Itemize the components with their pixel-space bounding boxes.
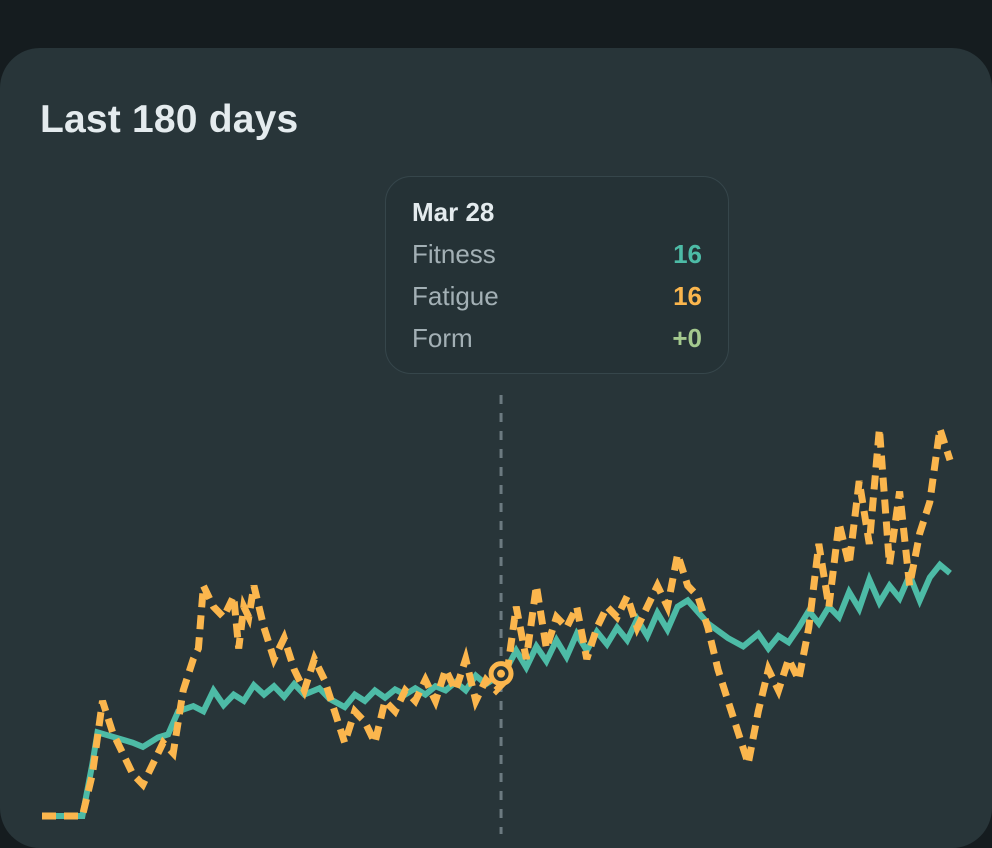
highlight-point-center <box>497 669 506 678</box>
tooltip-value-fitness: 16 <box>673 239 702 269</box>
tooltip-row-form: Form +0 <box>412 323 702 357</box>
chart-title: Last 180 days <box>40 98 299 141</box>
tooltip-row-fatigue: Fatigue 16 <box>412 281 702 315</box>
tooltip-value-fatigue: 16 <box>673 281 702 311</box>
tooltip-row-fitness: Fitness 16 <box>412 239 702 273</box>
fitness-series-line <box>42 560 952 819</box>
tooltip-value-form: +0 <box>672 323 702 353</box>
tooltip-label-fitness: Fitness <box>412 239 496 269</box>
tooltip-label-form: Form <box>412 323 473 353</box>
tooltip-label-fatigue: Fatigue <box>412 281 499 311</box>
fatigue-series-line <box>42 427 954 820</box>
tooltip-date: Mar 28 <box>412 197 495 227</box>
hover-tooltip: Mar 28 Fitness 16 Fatigue 16 Form +0 <box>385 176 729 374</box>
